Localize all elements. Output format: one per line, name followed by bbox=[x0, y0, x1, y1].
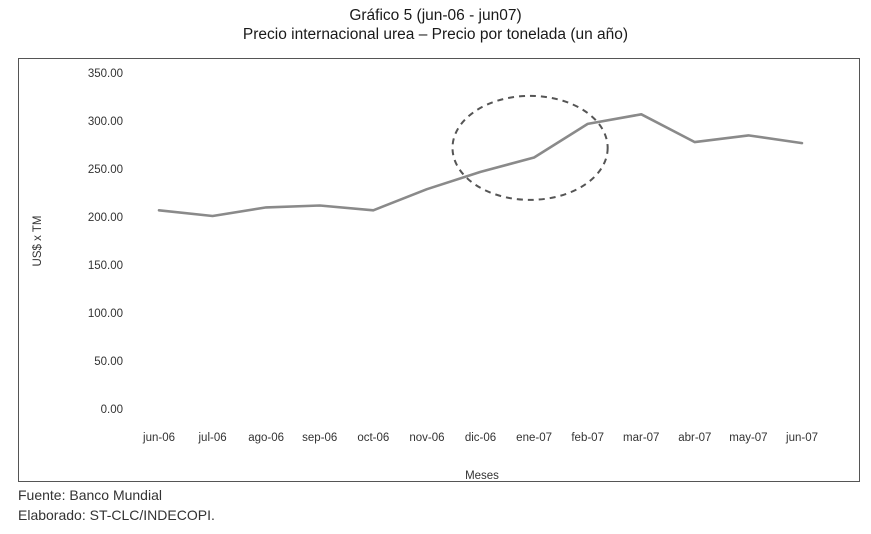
y-tick-label: 350.00 bbox=[88, 68, 123, 80]
y-tick-label: 300.00 bbox=[88, 116, 123, 128]
x-tick-label: oct-06 bbox=[357, 432, 389, 444]
x-tick-label: dic-06 bbox=[465, 432, 496, 444]
chart-title-block: Gráfico 5 (jun-06 - jun07) Precio intern… bbox=[0, 6, 871, 44]
chart-title: Gráfico 5 (jun-06 - jun07) bbox=[349, 7, 522, 24]
x-axis-label: Meses bbox=[465, 470, 499, 481]
annotation-ellipse bbox=[451, 94, 609, 201]
x-tick-label: mar-07 bbox=[623, 432, 659, 444]
footer-source: Fuente: Banco Mundial bbox=[18, 487, 162, 503]
x-tick-label: may-07 bbox=[729, 432, 767, 444]
chart-subtitle: Precio internacional urea – Precio por t… bbox=[242, 26, 629, 43]
x-tick-label: jul-06 bbox=[198, 432, 227, 444]
x-tick-label: jun-06 bbox=[142, 432, 175, 444]
y-axis-label: US$ x TM bbox=[32, 216, 44, 267]
chart-frame: 0.00 50.00 100.00 150.00 200.00 250.00 300.00 3… bbox=[18, 58, 860, 482]
x-tick-label: ene-07 bbox=[516, 432, 552, 444]
y-tick-label: 50.00 bbox=[94, 356, 123, 368]
y-tick-label: 0.00 bbox=[101, 404, 123, 416]
footer-made-by: Elaborado: ST-CLC/INDECOPI. bbox=[18, 507, 215, 523]
y-tick-label: 250.00 bbox=[88, 164, 123, 176]
x-tick-label: sep-06 bbox=[302, 432, 337, 444]
y-tick-label: 100.00 bbox=[88, 308, 123, 320]
x-tick-label: abr-07 bbox=[678, 432, 711, 444]
line-chart: 0.00 50.00 100.00 150.00 200.00 250.00 300.00 3… bbox=[32, 68, 818, 481]
y-tick-label: 200.00 bbox=[88, 212, 123, 224]
x-tick-label: ago-06 bbox=[248, 432, 284, 444]
series-line bbox=[157, 112, 804, 218]
x-tick-label: nov-06 bbox=[409, 432, 444, 444]
y-tick-label: 150.00 bbox=[88, 260, 123, 272]
x-tick-label: jun-07 bbox=[785, 432, 818, 444]
x-tick-label: feb-07 bbox=[571, 432, 604, 444]
